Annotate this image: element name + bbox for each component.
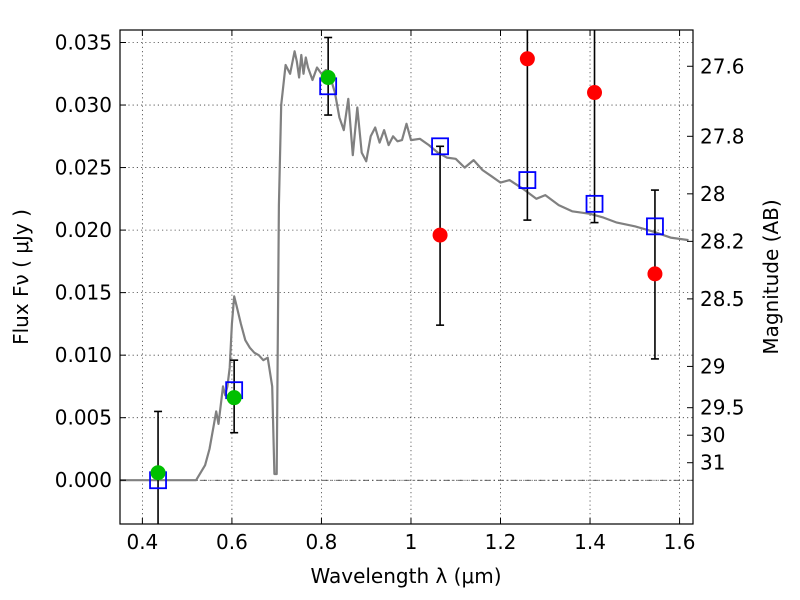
right-tick-label: 27.6 xyxy=(700,54,745,78)
right-tick-label: 29 xyxy=(700,354,725,378)
right-tick-label: 31 xyxy=(700,451,725,475)
right-tick-label: 30 xyxy=(700,423,725,447)
observed-point-green xyxy=(150,465,166,481)
right-tick-label: 28 xyxy=(700,182,725,206)
x-tick-label: 1.4 xyxy=(574,530,606,554)
right-tick-label: 27.8 xyxy=(700,124,745,148)
right-tick-label: 29.5 xyxy=(700,396,745,420)
model-photometry-square xyxy=(431,137,449,156)
observed-point-red xyxy=(647,266,663,282)
right-tick-label: 28.2 xyxy=(700,229,745,253)
right-axis-ticks: 27.6 27.8 28 28.2 28.5 29 29.5 30 31 xyxy=(687,54,745,475)
x-axis-ticks: 0.4 0.6 0.8 1 1.2 1.4 1.6 xyxy=(126,30,695,554)
x-tick-label: 1.6 xyxy=(664,530,696,554)
observed-point-green xyxy=(226,390,242,406)
y-tick-label: 0.000 xyxy=(55,468,112,492)
plot-background xyxy=(120,30,693,524)
y-tick-label: 0.015 xyxy=(55,281,112,305)
y-tick-label: 0.005 xyxy=(55,406,112,430)
y-tick-label: 0.010 xyxy=(55,343,112,367)
y-tick-label: 0.025 xyxy=(55,156,112,180)
observed-point-red xyxy=(519,51,535,67)
model-photometry-square xyxy=(585,194,604,213)
observed-point-red xyxy=(587,85,603,101)
right-tick-label: 28.5 xyxy=(700,287,745,311)
model-photometry-square xyxy=(646,217,664,236)
right-y-axis-label: Magnitude (AB) xyxy=(759,199,783,354)
x-tick-label: 1 xyxy=(405,530,418,554)
x-tick-label: 0.8 xyxy=(306,530,338,554)
x-tick-label: 0.4 xyxy=(126,530,158,554)
x-tick-label: 1.2 xyxy=(485,530,517,554)
y-tick-label: 0.035 xyxy=(55,31,112,55)
y-axis-ticks: 0.000 0.005 0.010 0.015 0.020 0.025 0.030 0.035 xyxy=(55,31,126,492)
y-tick-label: 0.020 xyxy=(55,218,112,242)
plot-area xyxy=(120,30,693,524)
plot-frame xyxy=(119,29,694,525)
data-layer xyxy=(120,30,689,524)
observed-point-green xyxy=(320,70,336,86)
model-photometry-square xyxy=(518,171,537,189)
x-tick-label: 0.6 xyxy=(216,530,248,554)
observed-point-red xyxy=(432,227,448,243)
y-axis-label: Flux Fν ( μJy ) xyxy=(9,209,33,345)
model-spectrum-line xyxy=(120,50,689,482)
x-axis-label: Wavelength λ (μm) xyxy=(310,564,501,588)
y-tick-label: 0.030 xyxy=(55,93,112,117)
